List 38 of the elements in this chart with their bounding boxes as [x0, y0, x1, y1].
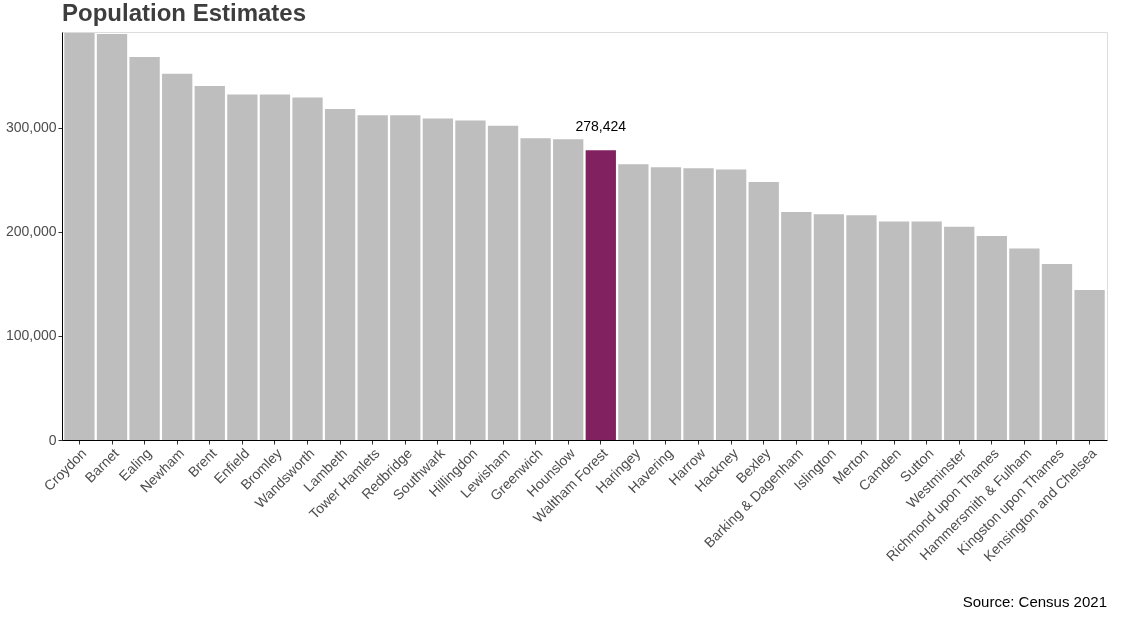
bar — [976, 236, 1007, 440]
bar — [520, 138, 551, 440]
bar — [585, 150, 616, 440]
bar — [715, 169, 747, 440]
bar — [292, 97, 323, 440]
bar — [683, 168, 714, 440]
bar — [813, 214, 845, 440]
bar — [390, 115, 421, 440]
bar — [553, 139, 584, 440]
y-tick-label: 200,000 — [5, 223, 57, 240]
bar — [650, 167, 682, 440]
bar — [618, 164, 649, 440]
bar — [846, 215, 877, 440]
bar — [129, 56, 160, 440]
bar — [422, 118, 454, 440]
bar — [487, 125, 519, 440]
bar — [1009, 248, 1040, 440]
bar — [259, 94, 291, 440]
bar — [455, 120, 486, 440]
y-tick-label: 100,000 — [5, 327, 57, 344]
bar — [96, 34, 128, 440]
bar — [1041, 264, 1073, 440]
bar — [944, 226, 975, 440]
source-note: Source: Census 2021 — [962, 593, 1107, 610]
bar — [748, 181, 779, 440]
bar — [162, 73, 193, 440]
bar — [324, 109, 356, 440]
bar — [227, 94, 258, 440]
y-tick-label: 300,000 — [5, 119, 57, 136]
bar — [781, 212, 812, 440]
bar — [1074, 290, 1105, 440]
bar — [357, 115, 388, 440]
bar — [911, 221, 942, 440]
y-tick-label: 0 — [48, 431, 57, 448]
chart-title: Population Estimates — [62, 0, 307, 26]
data-label: 278,424 — [575, 118, 627, 135]
bar — [878, 221, 910, 440]
bar — [194, 86, 225, 440]
